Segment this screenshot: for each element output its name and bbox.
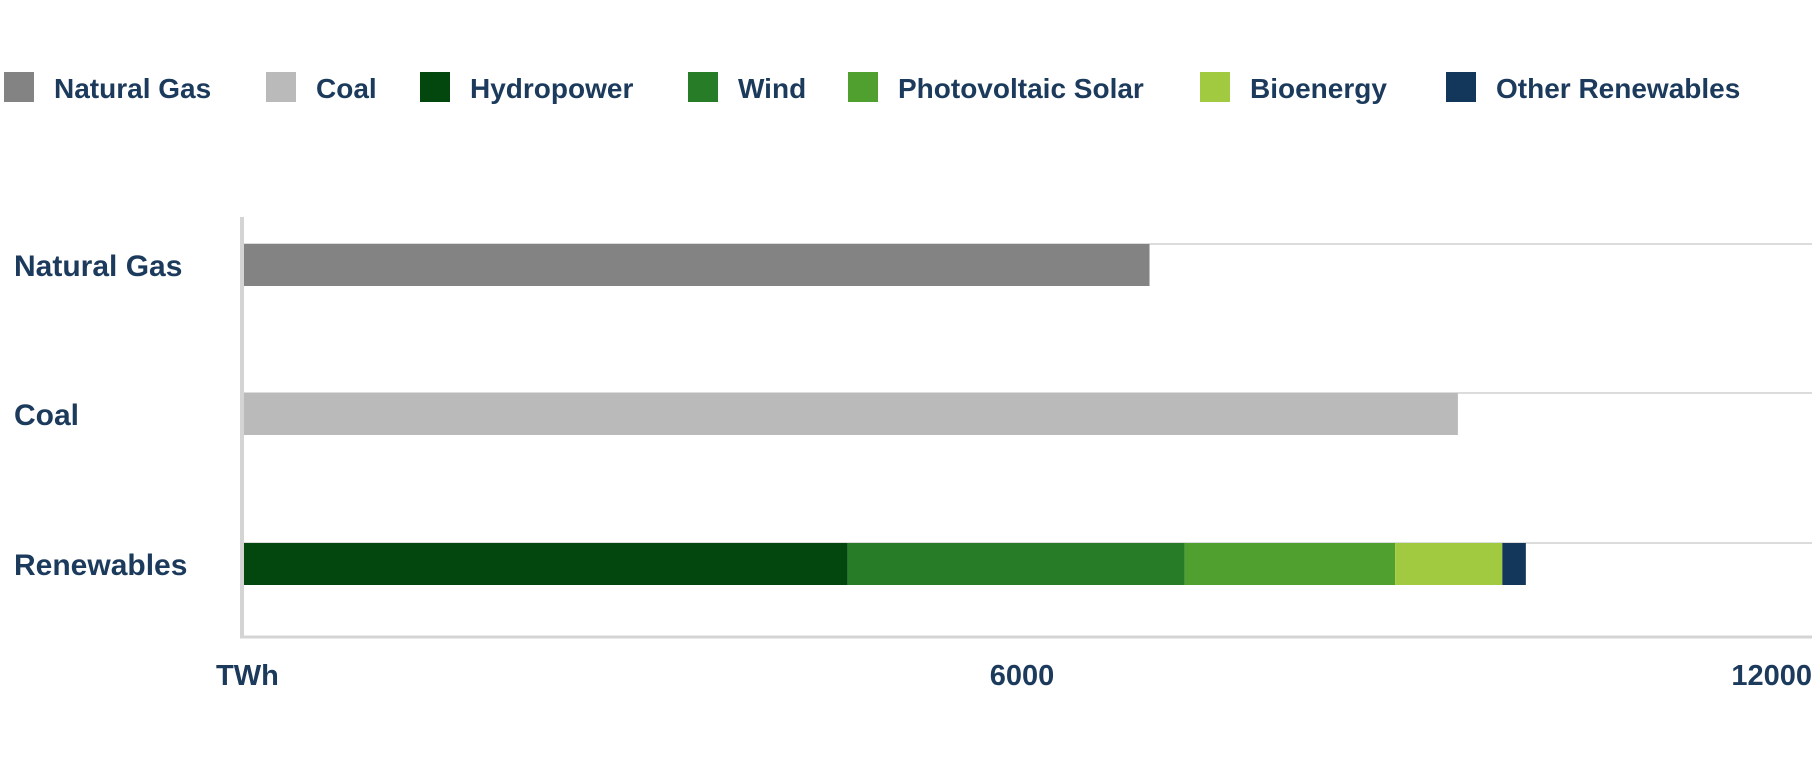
x-tick-6000: 6000 [990,660,1055,692]
legend-label-hydropower: Hydropower [470,73,633,104]
bar-natural-gas-natural-gas [244,244,1150,286]
legend-label-other-renewables: Other Renewables [1496,73,1740,104]
bar-renewables-photovoltaic-solar [1184,543,1396,585]
bar-renewables-wind [847,543,1185,585]
legend-swatch-wind [688,72,718,102]
bar-renewables-bioenergy [1395,543,1503,585]
category-labels: Natural Gas Coal Renewables [14,250,187,582]
legend-label-wind: Wind [738,73,806,104]
x-tick-12000: 12000 [1731,660,1812,692]
category-label-coal: Coal [14,399,79,432]
legend-swatch-bioenergy [1200,72,1230,102]
legend-label-bioenergy: Bioenergy [1250,73,1387,104]
chart-legend: Natural Gas Coal Hydropower Wind Photovoltai… [4,72,1740,104]
legend-label-photovoltaic-solar: Photovoltaic Solar [898,73,1144,104]
bar-renewables-hydropower [244,543,848,585]
legend-swatch-photovoltaic-solar [848,72,878,102]
legend-swatch-natural-gas [4,72,34,102]
legend-swatch-other-renewables [1446,72,1476,102]
category-label-renewables: Renewables [14,549,187,582]
bar-coal-coal [244,393,1458,435]
legend-label-coal: Coal [316,73,377,104]
legend-label-natural-gas: Natural Gas [54,73,211,104]
x-tick-twh: TWh [216,660,279,692]
bars [244,244,1526,585]
category-label-natural-gas: Natural Gas [14,250,182,283]
legend-swatch-coal [266,72,296,102]
x-tick-labels: TWh 6000 12000 [216,660,1812,692]
axes [240,217,1812,639]
legend-swatch-hydropower [420,72,450,102]
bar-renewables-other-renewables [1502,543,1526,585]
